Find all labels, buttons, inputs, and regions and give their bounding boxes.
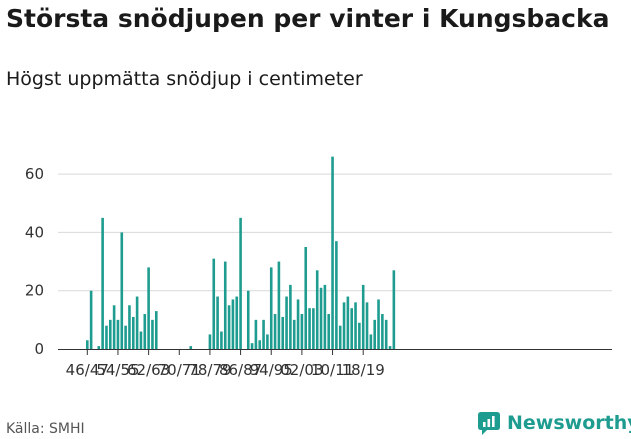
newsworthy-logo-icon [478, 412, 500, 435]
bar-94/95[interactable] [269, 267, 273, 349]
bar-04/05[interactable] [308, 308, 311, 349]
bar-52/53[interactable] [108, 319, 112, 349]
bar-82/83[interactable] [223, 261, 227, 349]
bar-11/12[interactable] [335, 241, 338, 349]
bar-17/18[interactable] [358, 322, 361, 349]
bar-13/14[interactable] [342, 302, 346, 349]
bar-06/07[interactable] [315, 270, 319, 349]
bar-96/97[interactable] [277, 261, 281, 349]
bar-20/21[interactable] [369, 334, 373, 349]
bar-01/02[interactable] [296, 299, 300, 349]
bar-00/01[interactable] [292, 319, 296, 349]
bar-undefined[interactable] [392, 270, 396, 349]
axes: 0 20 40 60 46/4754/5562/6370/7178/7986/8794/… [25, 165, 612, 379]
bar-21/22[interactable] [373, 319, 376, 349]
bar-88/89[interactable] [246, 290, 250, 349]
bar-93/94[interactable] [266, 334, 269, 349]
bar-08/09[interactable] [323, 284, 327, 349]
chart-title: Största snödjupen per vinter i Kungsback… [6, 4, 610, 33]
x-tick-label: 02/03 [280, 361, 323, 379]
chart-subtitle: Högst uppmätta snödjup i centimeter [6, 68, 363, 90]
x-tick-label: 62/63 [127, 361, 170, 379]
gridlines [58, 173, 612, 292]
brand: Newsworthy [476, 409, 631, 437]
bar-83/84[interactable] [227, 305, 231, 349]
bar-16/17[interactable] [354, 302, 357, 349]
bar-05/06[interactable] [312, 308, 315, 349]
bar-51/52[interactable] [105, 325, 108, 349]
bar-57/58[interactable] [128, 305, 131, 349]
bar-92/93[interactable] [262, 319, 265, 349]
x-tick-label: 78/79 [188, 361, 231, 379]
bar-19/20[interactable] [365, 302, 369, 349]
bar-63/64[interactable] [151, 319, 154, 349]
x-tick-label: 46/47 [66, 361, 109, 379]
bar-50/51[interactable] [101, 217, 104, 349]
bar-97/98[interactable] [281, 316, 285, 349]
bar-89/90[interactable] [250, 343, 254, 349]
x-tick-label: 54/55 [96, 361, 139, 379]
bar-80/81[interactable] [216, 296, 219, 349]
bar-73/74[interactable] [189, 346, 193, 349]
bar-12/13[interactable] [338, 325, 342, 349]
bar-58/59[interactable] [131, 316, 135, 349]
bar-15/16[interactable] [350, 308, 354, 349]
bar-60/61[interactable] [139, 331, 143, 349]
bar-54/55[interactable] [116, 319, 120, 349]
y-tick-label: 40 [25, 223, 44, 241]
x-tick-label: 10/11 [311, 361, 354, 379]
bar-49/50[interactable] [97, 346, 101, 349]
bar-79/80[interactable] [212, 258, 216, 349]
x-tick-label: 70/71 [158, 361, 201, 379]
bar-64/65[interactable] [154, 311, 158, 349]
bar-81/82[interactable] [220, 331, 223, 349]
bar-59/60[interactable] [135, 296, 139, 349]
bar-09/10[interactable] [327, 314, 331, 349]
bar-98/99[interactable] [285, 296, 288, 349]
bar-46/47[interactable] [86, 340, 89, 349]
bar-90/91[interactable] [254, 319, 258, 349]
brand-name: Newsworthy [507, 412, 631, 434]
bar-18/19[interactable] [361, 284, 365, 349]
bar-61/62[interactable] [143, 314, 147, 349]
x-tick-label: 18/19 [342, 361, 385, 379]
bar-95/96[interactable] [273, 314, 277, 349]
bar-10/11[interactable] [331, 156, 334, 349]
bar-78/79[interactable] [208, 334, 212, 349]
bar-62/63[interactable] [147, 267, 150, 349]
bar-03/04[interactable] [304, 247, 308, 349]
y-tick-label: 0 [34, 340, 44, 358]
bar-85/86[interactable] [235, 296, 239, 349]
source-note: Källa: SMHI [6, 421, 85, 437]
bar-undefined[interactable] [388, 346, 392, 349]
bar-55/56[interactable] [120, 232, 124, 349]
bar-07/08[interactable] [319, 287, 323, 349]
y-tick-label: 20 [25, 282, 44, 300]
bar-56/57[interactable] [124, 325, 127, 349]
bar-23/24[interactable] [381, 314, 384, 349]
x-tick-label: 94/95 [250, 361, 293, 379]
bar-84/85[interactable] [231, 299, 235, 349]
bar-91/92[interactable] [258, 340, 262, 349]
bar-22/23[interactable] [377, 299, 380, 349]
bar-02/03[interactable] [300, 314, 304, 349]
bar-99/00[interactable] [289, 284, 292, 349]
bar-undefined[interactable] [384, 319, 388, 349]
bar-47/48[interactable] [89, 290, 93, 349]
bars [86, 156, 396, 349]
x-tick-label: 86/87 [219, 361, 262, 379]
bar-86/87[interactable] [239, 217, 242, 349]
y-tick-label: 60 [25, 165, 44, 183]
bar-14/15[interactable] [346, 296, 350, 349]
bar-53/54[interactable] [112, 305, 116, 349]
